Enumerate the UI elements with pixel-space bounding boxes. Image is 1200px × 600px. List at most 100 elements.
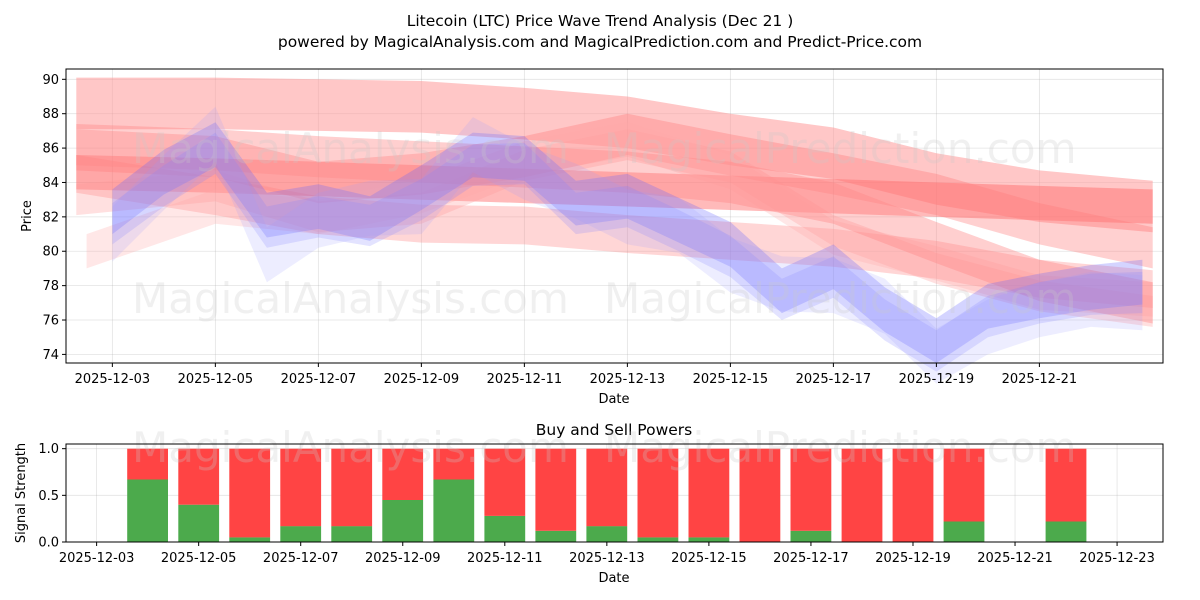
price-plot-frame	[65, 68, 1164, 364]
price-y-tick-label: 90	[42, 73, 59, 88]
price-y-axis: 74 76 78 80 82 84 86 88 90	[42, 73, 66, 363]
band-trend-wave-lower-3	[76, 124, 1153, 324]
buy-bar	[382, 500, 424, 542]
buy-bar	[535, 530, 577, 542]
price-x-axis-label: Date	[598, 392, 629, 407]
price-x-tick-label: 2025-12-03	[75, 372, 151, 387]
price-x-tick-label: 2025-12-13	[590, 372, 666, 387]
sell-bar	[739, 448, 781, 542]
buy-bar	[637, 537, 679, 542]
sell-bar	[127, 448, 168, 480]
signal-x-tick-label: 2025-12-19	[875, 551, 951, 566]
chart-title: Litecoin (LTC) Price Wave Trend Analysis…	[407, 12, 794, 30]
buy-bar	[943, 521, 985, 542]
band-trend-wave-lower-1	[76, 129, 1153, 327]
sell-bar	[586, 448, 628, 527]
buy-bar	[688, 537, 730, 542]
price-x-tick-label: 2025-12-05	[178, 372, 254, 387]
sell-bar	[280, 448, 322, 527]
sell-bar	[688, 448, 730, 538]
sell-bar	[535, 448, 577, 531]
band-trend-wave-lower-2	[86, 122, 1153, 317]
signal-x-tick-label: 2025-12-03	[59, 551, 135, 566]
band-actual-price-wave-2	[112, 132, 1143, 372]
price-x-tick-label: 2025-12-15	[693, 372, 769, 387]
price-y-tick-label: 84	[42, 176, 59, 191]
buy-bar	[790, 530, 832, 542]
signal-watermarks: MagicalAnalysis.com MagicalPrediction.co…	[132, 423, 1077, 472]
chart-subtitle: powered by MagicalAnalysis.com and Magic…	[278, 33, 922, 51]
watermark-analysis-bottom: MagicalAnalysis.com	[132, 423, 569, 472]
buy-bar	[484, 515, 526, 542]
band-trend-wave-mid-1	[76, 155, 1153, 224]
price-x-tick-label: 2025-12-21	[1002, 372, 1078, 387]
signal-x-tick-label: 2025-12-07	[263, 551, 339, 566]
watermark-analysis-top: MagicalAnalysis.com	[132, 124, 569, 173]
signal-y-axis-label: Signal Strength	[14, 443, 29, 543]
price-y-tick-label: 76	[42, 314, 59, 329]
sell-bar	[892, 448, 934, 542]
price-y-tick-label: 88	[42, 107, 59, 122]
watermark-analysis-mid: MagicalAnalysis.com	[132, 274, 569, 323]
price-x-axis: 2025-12-03 2025-12-05 2025-12-07 2025-12-09…	[75, 363, 1078, 387]
sell-bar	[637, 448, 679, 538]
sell-bar	[943, 448, 985, 522]
signal-y-tick-label: 0.5	[38, 489, 59, 504]
buy-bar	[280, 526, 322, 542]
buy-bar	[586, 526, 628, 542]
sell-bar	[790, 448, 832, 531]
sell-bar	[484, 448, 526, 516]
sell-bar	[331, 448, 373, 527]
sell-bar	[178, 448, 220, 505]
signal-x-tick-label: 2025-12-17	[773, 551, 849, 566]
price-x-tick-label: 2025-12-07	[281, 372, 357, 387]
signal-x-tick-label: 2025-12-09	[365, 551, 441, 566]
watermark-prediction-mid: MagicalPrediction.com	[604, 274, 1077, 323]
sell-bar	[433, 448, 475, 480]
sell-bar	[229, 448, 271, 538]
signal-x-axis-label: Date	[598, 571, 629, 586]
sell-bar	[841, 448, 883, 542]
buy-bar	[1045, 521, 1087, 542]
buy-bar	[127, 479, 168, 542]
signal-x-tick-label: 2025-12-23	[1079, 551, 1155, 566]
signal-x-tick-label: 2025-12-21	[977, 551, 1053, 566]
price-x-tick-label: 2025-12-17	[796, 372, 872, 387]
signal-y-tick-label: 0.0	[38, 536, 59, 551]
band-trend-wave-mid-3	[76, 155, 1153, 308]
sell-bar	[1045, 448, 1087, 522]
signal-plot-frame	[65, 443, 1164, 543]
price-chart-panel: MagicalAnalysis.com MagicalPrediction.co…	[20, 68, 1164, 407]
buy-bar	[433, 479, 475, 542]
band-trend-wave-upper	[76, 77, 1153, 233]
signal-x-tick-label: 2025-12-15	[671, 551, 747, 566]
band-trend-wave-mid-2	[76, 113, 1153, 269]
signal-y-tick-label: 1.0	[38, 442, 59, 457]
price-y-tick-label: 86	[42, 142, 59, 157]
buy-bar	[331, 526, 373, 542]
price-wave-bands	[76, 77, 1153, 384]
band-actual-price-wave-1	[112, 122, 1143, 363]
buy-bar	[178, 504, 220, 542]
watermark-prediction-bottom: MagicalPrediction.com	[604, 423, 1077, 472]
price-x-tick-label: 2025-12-11	[487, 372, 563, 387]
signal-x-tick-label: 2025-12-13	[569, 551, 645, 566]
buy-bar	[229, 537, 271, 542]
signal-chart-title: Buy and Sell Powers	[536, 421, 693, 439]
price-x-tick-label: 2025-12-19	[899, 372, 975, 387]
price-y-tick-label: 82	[42, 210, 59, 225]
signal-y-axis: 0.0 0.5 1.0	[38, 442, 66, 551]
band-actual-price-wave-3	[112, 106, 1143, 384]
price-y-axis-label: Price	[20, 200, 35, 232]
watermark-prediction-top: MagicalPrediction.com	[604, 124, 1077, 173]
price-y-tick-label: 78	[42, 279, 59, 294]
price-x-tick-label: 2025-12-09	[384, 372, 460, 387]
price-watermarks: MagicalAnalysis.com MagicalPrediction.co…	[132, 124, 1077, 323]
signal-chart-panel: Buy and Sell Powers MagicalAnalysis.com …	[14, 421, 1164, 586]
signal-bars	[127, 448, 1087, 542]
price-y-tick-label: 74	[42, 348, 59, 363]
signal-x-tick-label: 2025-12-05	[161, 551, 237, 566]
signal-x-axis: 2025-12-03 2025-12-05 2025-12-07 2025-12-09…	[59, 542, 1155, 566]
signal-x-tick-label: 2025-12-11	[467, 551, 543, 566]
